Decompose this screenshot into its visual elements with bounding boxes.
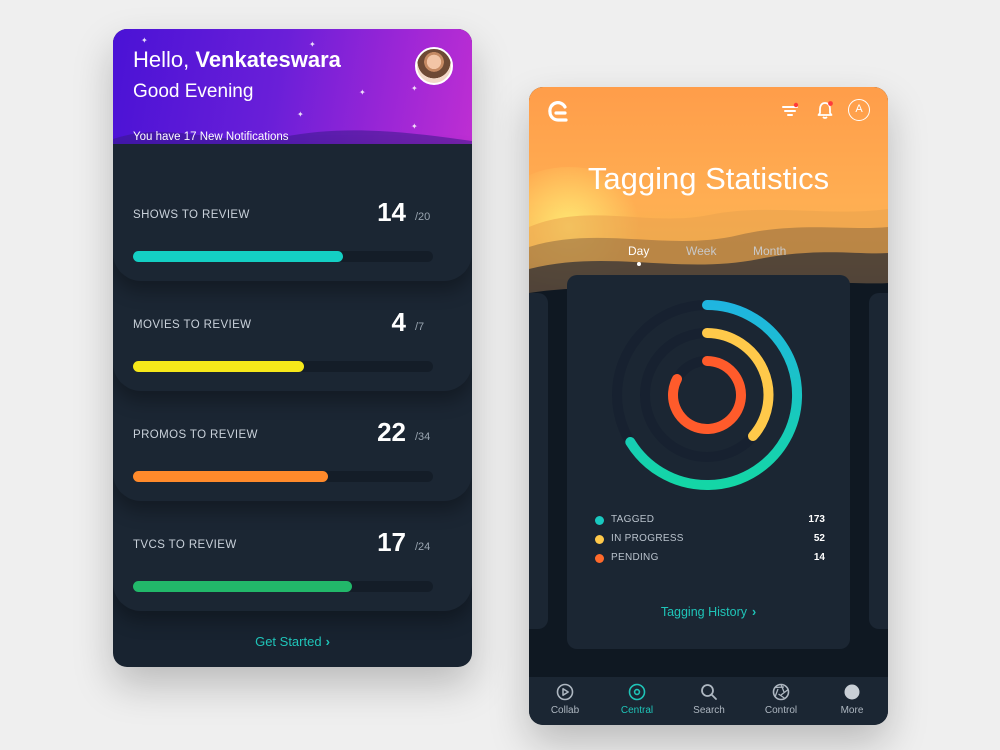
legend-dot [595,535,604,544]
previous-card-peek[interactable] [529,293,548,629]
review-card-shows[interactable]: SHOWS TO REVIEW 14 /20 [113,144,472,281]
card-label: TVCS TO REVIEW [133,539,237,551]
tab-week[interactable]: Week [686,244,717,258]
nav-more[interactable]: More [822,683,882,716]
nav-label: Search [693,705,725,716]
progress-rings-chart [612,300,803,490]
star-icon: ✦ [411,122,418,131]
app-logo-icon[interactable] [547,101,569,123]
search-icon [701,684,717,700]
legend-label: PENDING [611,552,659,563]
target-icon [628,683,646,701]
card-count: 4 [391,307,406,337]
progress-fill [133,251,343,262]
progress-fill [133,471,328,482]
legend-label: IN PROGRESS [611,533,684,544]
legend-value: 14 [813,552,825,563]
ring-tagged [625,300,803,490]
greeting-title: Hello, Venkateswara [133,47,341,73]
tagging-history-link[interactable]: Tagging History › [567,605,850,619]
legend-value: 173 [808,514,825,525]
card-count: 22 [377,417,406,447]
legend-row-pending: PENDING 14 [595,551,825,570]
notification-count-text[interactable]: You have 17 New Notifications [133,131,289,143]
nav-label: Control [764,705,798,716]
nav-label: Central [620,705,654,716]
progress-fill [133,581,352,592]
nav-search[interactable]: Search [679,683,739,716]
nav-label: More [840,705,864,716]
legend-dot [595,554,604,563]
progress-track [133,251,433,262]
filter-icon[interactable] [781,102,799,120]
progress-track [133,361,433,372]
legend-row-tagged: TAGGED 173 [595,513,825,532]
ring-in-progress [702,328,774,441]
more-dot-icon [844,684,860,700]
ring-pending [668,356,746,434]
period-tabs: Day Week Month [529,244,888,268]
page-title: Tagging Statistics [587,161,830,196]
statistics-card: TAGGED 173 IN PROGRESS 52 PENDING 14 Tag… [567,275,850,649]
legend-row-in-progress: IN PROGRESS 52 [595,532,825,551]
card-count: 14 [377,197,406,227]
nav-collab[interactable]: Collab [535,683,595,716]
profile-avatar[interactable]: A [848,99,870,121]
legend-value: 52 [813,533,825,544]
tagging-history-label: Tagging History [660,605,747,619]
chevron-right-icon: › [751,605,757,619]
progress-track [133,471,433,482]
card-total: /20 [415,211,431,223]
card-label: MOVIES TO REVIEW [133,319,252,331]
star-icon: ✦ [141,36,148,45]
nav-label: Collab [550,705,580,716]
legend-dot [595,516,604,525]
nav-control[interactable]: Control [751,683,811,716]
star-icon: ✦ [359,88,366,97]
user-name: Venkateswara [195,47,341,72]
get-started-link[interactable]: Get Started › [113,634,472,649]
card-total: /7 [415,321,425,333]
card-count: 17 [377,527,406,557]
star-icon: ✦ [309,40,316,49]
next-card-peek[interactable] [869,293,888,629]
avatar[interactable] [415,47,453,85]
play-circle-icon [556,683,574,701]
greeting-prefix: Hello, [133,47,196,72]
tab-day[interactable]: Day [628,244,650,258]
nav-central[interactable]: Central [607,683,667,716]
bottom-navigation: Collab Central Search Control [529,677,888,725]
chevron-right-icon: › [325,634,330,649]
card-total: /34 [415,431,431,443]
progress-fill [133,361,304,372]
legend-label: TAGGED [611,514,655,525]
active-tab-indicator [637,262,641,266]
statistics-legend: TAGGED 173 IN PROGRESS 52 PENDING 14 [595,513,825,570]
card-total: /24 [415,541,431,553]
star-icon: ✦ [411,84,418,93]
aperture-icon [772,683,790,701]
star-icon: ✦ [297,110,304,119]
get-started-label: Get Started [255,634,322,649]
bell-icon[interactable] [816,100,834,120]
card-label: PROMOS TO REVIEW [133,429,258,441]
time-greeting: Good Evening [133,81,254,102]
progress-track [133,581,433,592]
review-summary-screen: ✦ ✦ ✦ ✦ ✦ ✦ Hello, Venkateswara Good Eve… [113,29,472,667]
tagging-statistics-screen: A Tagging Statistics Day Week Month [529,87,888,725]
card-label: SHOWS TO REVIEW [133,209,250,221]
tab-month[interactable]: Month [753,244,787,258]
